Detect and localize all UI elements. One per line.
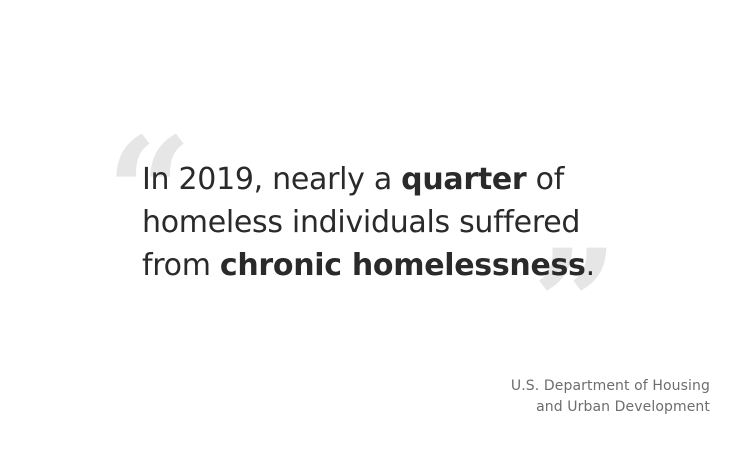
open-quote-mark-icon: “ bbox=[106, 105, 193, 281]
quote-line-1-start: In 2019, nearly a bbox=[142, 162, 402, 197]
quote-line-3-end: . bbox=[585, 248, 596, 283]
quote-text: In 2019, nearly a quarter of homeless in… bbox=[142, 158, 622, 287]
source-attribution: U.S. Department of Housing and Urban Dev… bbox=[511, 376, 710, 418]
quote-emphasis-quarter: quarter bbox=[401, 162, 527, 197]
quote-line-2: homeless individuals suffered bbox=[142, 205, 581, 240]
quote-line-3-start: from bbox=[142, 248, 220, 283]
quote-line-1-end: of bbox=[526, 162, 565, 197]
quote-line-3: from chronic homelessness. bbox=[142, 244, 622, 287]
source-line-2: and Urban Development bbox=[536, 399, 710, 415]
quote-line-1: In 2019, nearly a quarter of bbox=[142, 158, 622, 201]
close-quote-mark-icon: ” bbox=[532, 217, 619, 393]
quote-emphasis-chronic-homelessness: chronic homelessness bbox=[219, 248, 586, 283]
source-line-1: U.S. Department of Housing bbox=[510, 378, 710, 394]
